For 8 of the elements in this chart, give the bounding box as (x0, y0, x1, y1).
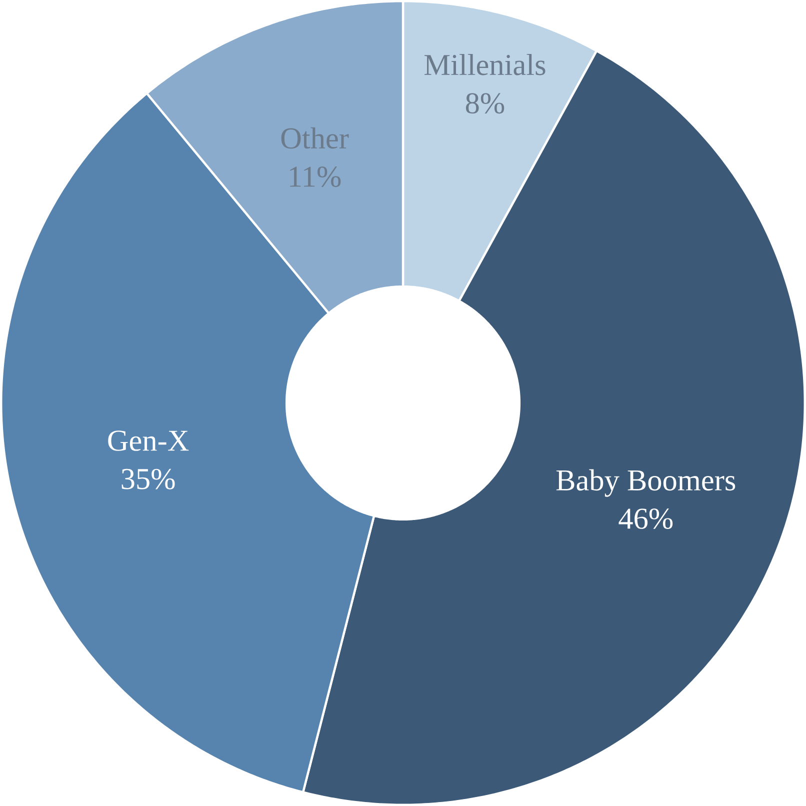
slice-label: Millenials (424, 54, 546, 76)
data-label: 11% (290, 166, 341, 188)
slice-label: Other (281, 127, 349, 149)
slice-label: Gen-X (108, 430, 189, 451)
data-label: 46% (618, 508, 673, 530)
data-label: 35% (122, 468, 175, 490)
slice-label: Baby Boomers (556, 469, 736, 497)
data-label: 8% (466, 93, 504, 114)
